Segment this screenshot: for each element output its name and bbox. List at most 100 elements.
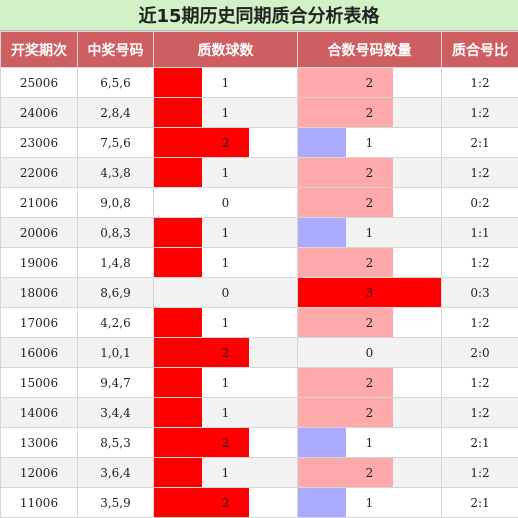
prime-count-cell-bar [154,398,202,427]
prime-count-cell: 2 [154,338,298,368]
composite-count-cell: 2 [298,158,442,188]
header-row: 开奖期次 中奖号码 质数球数 合数号码数量 质合号比 [1,32,518,68]
issue-cell: 16006 [1,338,78,368]
ratio-cell: 2:1 [442,128,518,158]
prime-count-cell-value: 1 [222,76,230,90]
prime-count-cell-value: 2 [222,136,230,150]
composite-count-cell-value: 2 [366,406,374,420]
composite-count-cell-value: 1 [366,226,374,240]
prime-count-cell-bar [154,128,249,157]
issue-cell: 13006 [1,428,78,458]
composite-count-cell-bar [298,98,393,127]
composite-count-cell-bar [298,458,393,487]
ratio-cell: 0:3 [442,278,518,308]
prime-count-cell: 1 [154,68,298,98]
header-issue: 开奖期次 [1,32,78,68]
prime-count-cell: 2 [154,128,298,158]
prime-count-cell-bar [154,458,202,487]
composite-count-cell: 2 [298,98,442,128]
prime-count-cell: 0 [154,188,298,218]
header-ratio: 质合号比 [442,32,518,68]
ratio-cell: 1:2 [442,248,518,278]
prime-count-cell: 2 [154,428,298,458]
issue-cell: 25006 [1,68,78,98]
prime-count-cell-bar [154,428,249,457]
prime-count-cell-bar [154,338,249,367]
prime-count-cell: 1 [154,218,298,248]
prime-count-cell-value: 2 [222,436,230,450]
ratio-cell: 1:2 [442,158,518,188]
issue-cell: 11006 [1,488,78,518]
composite-count-cell: 2 [298,308,442,338]
prime-count-cell-value: 0 [222,286,230,300]
composite-count-cell: 1 [298,128,442,158]
issue-cell: 17006 [1,308,78,338]
prime-count-cell-bar [154,218,202,247]
issue-cell: 20006 [1,218,78,248]
numbers-cell: 1,4,8 [78,248,154,278]
prime-count-cell-value: 1 [222,226,230,240]
composite-count-cell-value: 2 [366,376,374,390]
numbers-cell: 4,3,8 [78,158,154,188]
composite-count-cell-value: 2 [366,466,374,480]
numbers-cell: 7,5,6 [78,128,154,158]
ratio-cell: 1:2 [442,458,518,488]
composite-count-cell-bar [298,488,346,517]
issue-cell: 23006 [1,128,78,158]
issue-cell: 24006 [1,98,78,128]
issue-cell: 14006 [1,398,78,428]
prime-count-cell-value: 1 [222,376,230,390]
composite-count-cell: 2 [298,68,442,98]
prime-count-cell-value: 1 [222,466,230,480]
ratio-cell: 1:2 [442,368,518,398]
prime-count-cell-bar [154,68,202,97]
issue-cell: 18006 [1,278,78,308]
composite-count-cell-value: 2 [366,196,374,210]
composite-count-cell-value: 2 [366,76,374,90]
composite-count-cell: 1 [298,218,442,248]
composite-count-cell-value: 1 [366,136,374,150]
issue-cell: 19006 [1,248,78,278]
composite-count-cell-value: 2 [366,256,374,270]
numbers-cell: 1,0,1 [78,338,154,368]
composite-count-cell-bar [298,68,393,97]
prime-count-cell: 1 [154,398,298,428]
composite-count-cell: 2 [298,248,442,278]
composite-count-cell: 1 [298,428,442,458]
prime-count-cell: 1 [154,98,298,128]
issue-cell: 12006 [1,458,78,488]
ratio-cell: 2:1 [442,428,518,458]
composite-count-cell-value: 2 [366,106,374,120]
numbers-cell: 0,8,3 [78,218,154,248]
numbers-cell: 2,8,4 [78,98,154,128]
prime-count-cell-bar [154,488,249,517]
prime-count-cell-value: 1 [222,166,230,180]
ratio-cell: 1:2 [442,308,518,338]
numbers-cell: 8,5,3 [78,428,154,458]
numbers-cell: 9,4,7 [78,368,154,398]
composite-count-cell: 2 [298,368,442,398]
composite-count-cell-bar [298,158,393,187]
composite-count-cell-bar [298,188,393,217]
prime-count-cell-value: 1 [222,406,230,420]
numbers-cell: 6,5,6 [78,68,154,98]
prime-count-cell-value: 2 [222,346,230,360]
prime-count-cell-bar [154,98,202,127]
composite-count-cell: 0 [298,338,442,368]
header-composite-count: 合数号码数量 [298,32,442,68]
prime-count-cell-value: 1 [222,106,230,120]
ratio-cell: 0:2 [442,188,518,218]
